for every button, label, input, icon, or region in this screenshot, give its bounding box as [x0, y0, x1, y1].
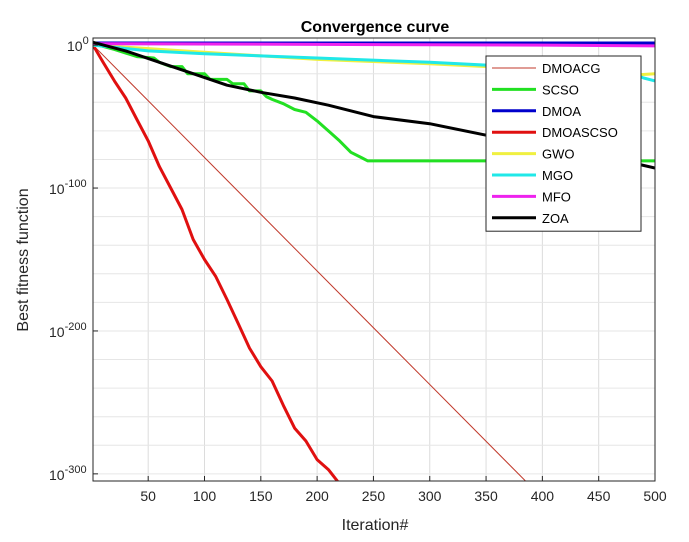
- legend-box: [485, 55, 642, 232]
- x-ticks: 50 100 150 200 250 300 350 400 450 500: [140, 476, 667, 504]
- series-line-dmoacg: [93, 44, 526, 481]
- legend-label-dmoascso: DMOASCSO: [542, 125, 618, 140]
- legend-label-mgo: MGO: [542, 168, 573, 183]
- legend: DMOACG SCSO DMOA DMOASCSO GWO MGO MFO ZOA: [485, 55, 642, 232]
- legend-label-dmoacg: DMOACG: [542, 61, 601, 76]
- x-tick-label: 200: [305, 488, 329, 504]
- plot-frame: [92, 37, 656, 482]
- y-tick-label: 10-300: [49, 464, 87, 483]
- legend-label-mfo: MFO: [542, 189, 571, 204]
- series-line-dmoascso: [93, 44, 340, 481]
- x-tick-label: 350: [474, 488, 498, 504]
- legend-label-zoa: ZOA: [542, 211, 569, 226]
- legend-label-dmoa: DMOA: [542, 104, 581, 119]
- y-tick-label: 10-200: [49, 321, 87, 340]
- x-tick-label: 50: [140, 488, 156, 504]
- x-tick-label: 150: [249, 488, 273, 504]
- x-tick-label: 450: [587, 488, 611, 504]
- y-tick-label: 10-100: [49, 178, 87, 197]
- x-tick-label: 400: [531, 488, 555, 504]
- series-line-mfo: [93, 42, 655, 48]
- x-tick-label: 300: [418, 488, 442, 504]
- x-tick-label: 100: [193, 488, 217, 504]
- x-axis-label: Iteration#: [342, 517, 409, 534]
- y-ticks: 100 10-100 10-200 10-300: [49, 35, 98, 483]
- legend-label-gwo: GWO: [542, 147, 575, 162]
- legend-label-scso: SCSO: [542, 82, 579, 97]
- x-tick-label: 500: [643, 488, 667, 504]
- x-tick-label: 250: [362, 488, 386, 504]
- y-axis-label: Best fitness function: [15, 188, 32, 331]
- y-tick-label: 100: [67, 35, 89, 54]
- chart-title: Convergence curve: [301, 19, 450, 36]
